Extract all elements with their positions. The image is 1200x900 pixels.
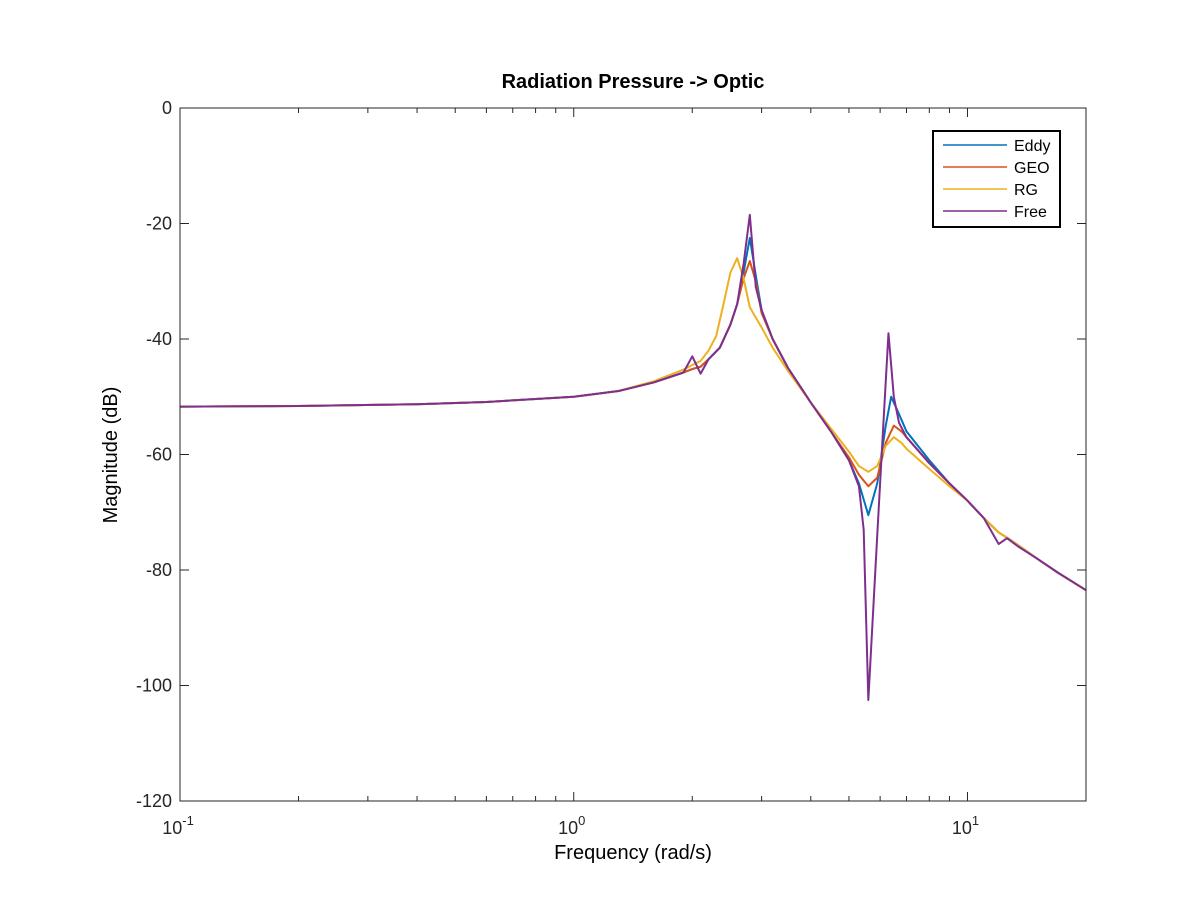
legend-label-geo: GEO [1014,160,1050,177]
x-tick-label-0: 10-1 [162,813,194,838]
series-line-free [179,213,1087,701]
legend: Eddy GEO RG Free [932,130,1061,228]
x-tick-label-1: 100 [558,813,585,838]
x-tick-label-base-2: 10 [952,818,972,838]
x-tick-label-exp-1: 0 [578,813,585,828]
x-tick-label-2: 101 [952,813,979,838]
y-tick-label-1: -20 [146,214,172,234]
y-tick-label-2: -40 [146,329,172,349]
series-group [179,213,1087,701]
y-tick-label-4: -80 [146,560,172,580]
legend-label-rg: RG [1014,182,1038,199]
x-tick-label-exp-0: -1 [182,813,194,828]
y-tick-label-6: -120 [136,791,172,811]
x-tick-label-base-0: 10 [162,818,182,838]
y-tick-label-5: -100 [136,676,172,696]
y-axis-label: Magnitude (dB) [100,387,122,524]
chart-title: Radiation Pressure -> Optic [502,71,765,93]
plot-frame [179,107,1087,802]
legend-label-free: Free [1014,204,1047,221]
legend-label-eddy: Eddy [1014,138,1050,155]
y-tick-label-3: -60 [146,445,172,465]
ticks-group [179,107,1087,802]
x-axis-label: Frequency (rad/s) [554,842,712,864]
x-tick-label-exp-2: 1 [972,813,979,828]
y-tick-label-0: 0 [162,98,172,118]
x-tick-label-base-1: 10 [558,818,578,838]
